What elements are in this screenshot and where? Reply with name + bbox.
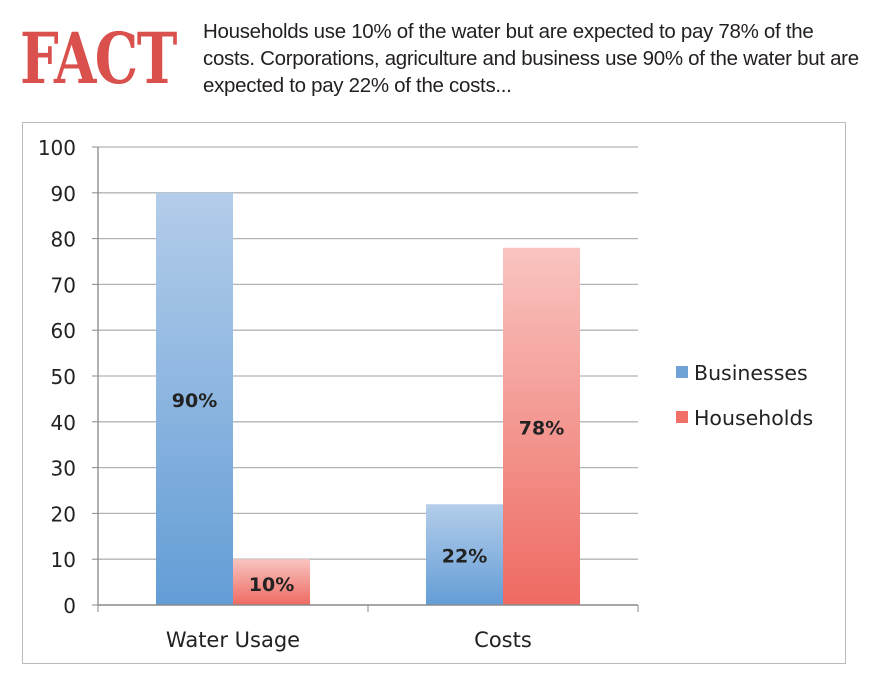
data-label: 10% [249,574,294,596]
y-tick-label: 30 [51,457,76,481]
y-tick-label: 100 [38,136,76,160]
y-tick-label: 0 [63,594,76,618]
bar-businesses [426,504,503,605]
y-tick-label: 40 [51,411,76,435]
chart-frame [22,122,846,664]
data-label: 90% [172,390,217,412]
bar-households [233,559,310,605]
fact-logo: FACT [20,17,177,100]
y-tick-label: 50 [51,365,76,389]
legend-label: Businesses [694,361,808,385]
y-tick-label: 90 [51,182,76,206]
y-tick-label: 20 [51,502,76,526]
y-tick-label: 70 [51,273,76,297]
bar-businesses [156,192,233,606]
bar-households [503,247,580,605]
legend-swatch [676,411,688,423]
data-label: 78% [519,417,564,439]
legend-label: Households [694,406,813,430]
x-tick-label: Water Usage [166,628,300,652]
y-tick-label: 80 [51,228,76,252]
data-label: 22% [442,546,487,568]
fact-blurb: Households use 10% of the water but are … [203,20,859,97]
y-tick-label: 10 [51,548,76,572]
y-tick-label: 60 [51,319,76,343]
legend-swatch [676,366,688,378]
x-tick-label: Costs [474,628,532,652]
